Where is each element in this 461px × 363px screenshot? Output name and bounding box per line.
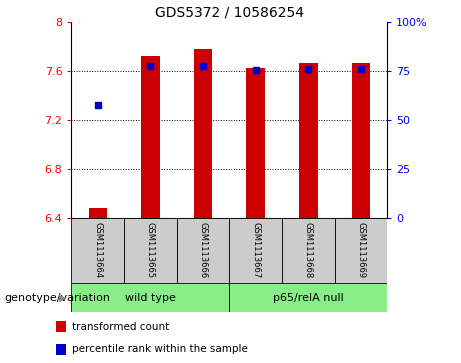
Bar	[124, 218, 177, 283]
Bar	[56, 344, 66, 355]
Bar	[56, 321, 66, 332]
Text: GSM1113668: GSM1113668	[304, 223, 313, 278]
Bar	[352, 64, 370, 218]
Text: genotype/variation: genotype/variation	[5, 293, 111, 303]
Text: GSM1113664: GSM1113664	[93, 223, 102, 278]
Point	[94, 102, 101, 108]
Bar	[282, 218, 335, 283]
Text: GSM1113667: GSM1113667	[251, 223, 260, 278]
Text: percentile rank within the sample: percentile rank within the sample	[72, 344, 248, 354]
Bar	[335, 218, 387, 283]
Text: p65/relA null: p65/relA null	[273, 293, 343, 303]
Bar	[229, 283, 387, 312]
Point	[252, 67, 260, 73]
Bar	[71, 283, 229, 312]
Text: GSM1113665: GSM1113665	[146, 223, 155, 278]
Bar	[89, 208, 107, 218]
Bar	[229, 218, 282, 283]
Point	[305, 66, 312, 72]
Title: GDS5372 / 10586254: GDS5372 / 10586254	[155, 5, 304, 19]
Bar	[177, 218, 229, 283]
Point	[199, 63, 207, 69]
Text: GSM1113666: GSM1113666	[199, 223, 207, 278]
Text: transformed count: transformed count	[72, 322, 169, 331]
Text: wild type: wild type	[125, 293, 176, 303]
Bar	[194, 49, 212, 218]
Text: GSM1113669: GSM1113669	[356, 223, 366, 278]
Bar	[247, 68, 265, 218]
Bar	[141, 56, 160, 218]
Bar	[71, 218, 124, 283]
Point	[147, 64, 154, 69]
Text: ▶: ▶	[59, 293, 66, 303]
Bar	[299, 64, 318, 218]
Point	[357, 66, 365, 72]
